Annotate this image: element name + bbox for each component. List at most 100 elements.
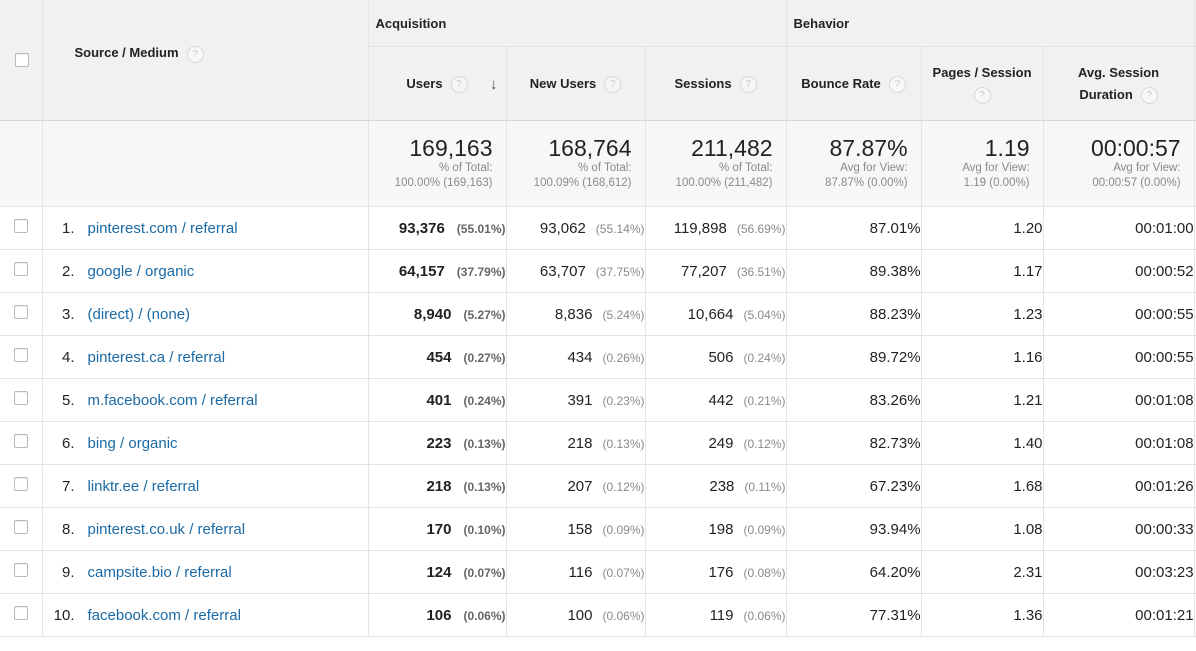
sessions-percent: (0.11%)	[744, 479, 786, 494]
users-percent: (0.13%)	[463, 479, 506, 494]
users-column-header[interactable]: Users? ↓	[367, 46, 506, 121]
pages-session-cell: 1.40	[920, 421, 1044, 465]
row-rank: 3.	[61, 305, 75, 323]
row-checkbox[interactable]	[13, 434, 28, 448]
new-users-total-detail: 100.09% (168,612)	[533, 177, 632, 189]
sort-descending-icon[interactable]: ↓	[490, 76, 498, 93]
sessions-percent: (0.08%)	[743, 565, 786, 580]
pages-session-cell: 1.36	[920, 593, 1044, 637]
new-users-value: 100	[567, 606, 593, 624]
row-select-cell	[0, 507, 43, 551]
source-medium-link[interactable]: facebook.com / referral	[87, 606, 241, 624]
source-medium-header[interactable]: Source / Medium?	[42, 0, 369, 121]
row-rank: 4.	[61, 348, 75, 366]
users-cell: 401 (0.24%)	[367, 378, 506, 422]
row-checkbox[interactable]	[13, 305, 28, 319]
users-cell: 124 (0.07%)	[367, 550, 506, 594]
new-users-column-header[interactable]: New Users?	[505, 46, 645, 121]
row-select-cell	[0, 335, 43, 379]
users-value: 8,940	[413, 305, 452, 323]
row-edge-cell	[1193, 593, 1196, 637]
pages-session-total-cell: 1.19 Avg for View: 1.19 (0.00%)	[920, 120, 1044, 207]
row-checkbox[interactable]	[13, 477, 28, 491]
help-icon[interactable]: ?	[450, 75, 468, 93]
help-icon[interactable]: ?	[604, 75, 622, 93]
source-medium-link[interactable]: pinterest.co.uk / referral	[87, 520, 246, 538]
row-checkbox[interactable]	[13, 563, 28, 577]
users-value: 218	[426, 477, 452, 495]
row-checkbox[interactable]	[13, 348, 28, 362]
source-medium-link[interactable]: linktr.ee / referral	[87, 477, 200, 495]
source-medium-cell: 2. google / organic	[42, 249, 368, 293]
row-select-cell	[0, 464, 43, 508]
sessions-value: 238	[709, 477, 735, 495]
source-medium-link[interactable]: (direct) / (none)	[87, 305, 191, 323]
new-users-value: 116	[568, 563, 593, 581]
source-medium-link[interactable]: pinterest.ca / referral	[87, 348, 226, 366]
avg-session-duration-header-label-line2: Duration	[1079, 86, 1133, 102]
source-medium-cell: 1. pinterest.com / referral	[42, 206, 368, 250]
row-edge-cell	[1193, 335, 1196, 379]
help-icon[interactable]: ?	[739, 75, 757, 93]
new-users-cell: 158 (0.09%)	[505, 507, 645, 551]
pages-session-cell: 1.08	[920, 507, 1044, 551]
table-row: 4. pinterest.ca / referral 454 (0.27%) 434…	[0, 335, 1196, 379]
sessions-percent: (36.51%)	[736, 264, 786, 279]
bounce-rate-column-header[interactable]: Bounce Rate?	[785, 46, 922, 121]
help-icon[interactable]: ?	[973, 86, 991, 104]
avg-duration-cell: 00:00:55	[1042, 292, 1195, 336]
help-icon[interactable]: ?	[888, 75, 906, 93]
table-row: 7. linktr.ee / referral 218 (0.13%) 207 (0.…	[0, 464, 1196, 508]
new-users-value: 391	[567, 391, 593, 409]
users-percent: (0.13%)	[463, 436, 506, 451]
row-checkbox[interactable]	[13, 391, 28, 405]
source-medium-link[interactable]: m.facebook.com / referral	[87, 391, 258, 409]
new-users-value: 207	[567, 477, 593, 495]
new-users-value: 93,062	[539, 219, 586, 237]
sessions-percent: (0.24%)	[743, 350, 786, 365]
avg-session-duration-column-header[interactable]: Avg. Session Duration?	[1042, 46, 1195, 121]
sessions-cell: 506 (0.24%)	[644, 335, 787, 379]
new-users-value: 63,707	[539, 262, 586, 280]
source-medium-link[interactable]: pinterest.com / referral	[87, 219, 238, 237]
new-users-cell: 434 (0.26%)	[505, 335, 645, 379]
sessions-value: 442	[708, 391, 734, 409]
avg-duration-cell: 00:01:21	[1042, 593, 1195, 637]
sessions-column-header[interactable]: Sessions?	[644, 46, 787, 121]
pages-session-cell: 1.23	[920, 292, 1044, 336]
users-value: 124	[426, 563, 452, 581]
pages-session-cell: 1.21	[920, 378, 1044, 422]
pages-session-column-header[interactable]: Pages / Session ?	[920, 46, 1044, 121]
help-icon[interactable]: ?	[186, 45, 204, 63]
users-total-cell: 169,163 % of Total: 100.00% (169,163)	[367, 120, 506, 207]
next-column-header-edge	[1193, 46, 1196, 121]
row-edge-cell	[1193, 507, 1196, 551]
bounce-rate-total-value: 87.87%	[829, 135, 908, 161]
help-icon[interactable]: ?	[1140, 86, 1158, 104]
new-users-cell: 218 (0.13%)	[505, 421, 645, 465]
users-percent: (0.24%)	[463, 393, 506, 408]
source-medium-link[interactable]: campsite.bio / referral	[87, 563, 232, 581]
row-checkbox[interactable]	[13, 262, 28, 276]
row-checkbox[interactable]	[13, 219, 28, 233]
bounce-rate-cell: 87.01%	[785, 206, 922, 250]
users-percent: (0.07%)	[463, 565, 506, 580]
pages-session-cell: 1.20	[920, 206, 1044, 250]
users-total-value: 169,163	[409, 135, 493, 161]
row-checkbox[interactable]	[13, 606, 28, 620]
bounce-rate-cell: 64.20%	[785, 550, 922, 594]
sessions-cell: 176 (0.08%)	[644, 550, 787, 594]
row-edge-cell	[1193, 249, 1196, 293]
sessions-cell: 10,664 (5.04%)	[644, 292, 787, 336]
bounce-rate-cell: 67.23%	[785, 464, 922, 508]
avg-session-duration-header-label-line1: Avg. Session	[1077, 64, 1160, 80]
users-percent: (55.01%)	[456, 221, 506, 236]
new-users-percent: (0.12%)	[602, 479, 645, 494]
source-medium-link[interactable]: google / organic	[87, 262, 195, 280]
row-select-cell	[0, 249, 43, 293]
row-rank: 2.	[61, 262, 75, 280]
source-medium-cell: 9. campsite.bio / referral	[42, 550, 368, 594]
source-medium-link[interactable]: bing / organic	[87, 434, 178, 452]
select-all-checkbox[interactable]	[15, 52, 29, 67]
row-checkbox[interactable]	[13, 520, 28, 534]
